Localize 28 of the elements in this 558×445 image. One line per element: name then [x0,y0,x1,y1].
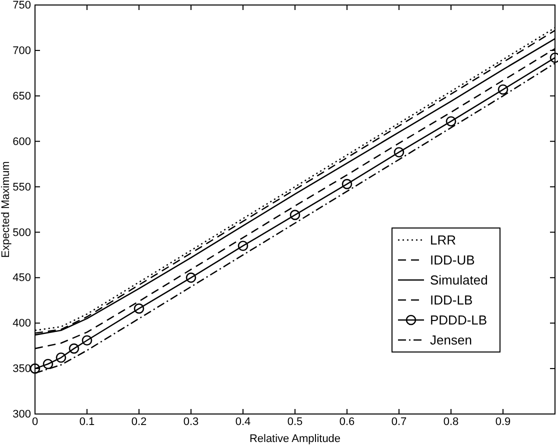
y-tick-label: 550 [12,181,31,194]
y-axis-title: Expected Maximum [0,161,12,258]
x-tick-label: 0.8 [443,416,459,428]
y-tick-label: 300 [12,408,31,421]
legend-label: IDD-UB [430,252,475,268]
y-tick-label: 600 [12,136,31,148]
x-tick-label: 0.9 [495,416,511,428]
x-axis-title: Relative Amplitude [249,433,341,445]
y-tick-label: 500 [12,226,31,239]
legend-label: PDDD-LB [430,312,488,328]
y-tick-label: 450 [12,272,31,284]
x-tick-label: 0.7 [391,416,407,428]
legend-label: Simulated [430,272,488,288]
legend-label: Jensen [430,332,472,348]
y-tick-label: 650 [12,90,31,102]
x-tick-label: 0.1 [79,416,95,428]
y-tick-label: 700 [12,44,31,57]
legend-label: LRR [430,232,456,248]
x-tick-label: 0.6 [339,416,355,428]
x-tick-label: 0.5 [287,416,303,428]
legend-label: IDD-LB [430,292,473,308]
x-tick-label: 0.3 [183,416,199,428]
y-tick-label: 400 [12,318,31,330]
x-tick-label: 0.4 [235,416,251,428]
x-tick-label: 0.2 [131,416,147,428]
y-tick-label: 750 [12,0,31,12]
y-tick-label: 350 [12,363,31,376]
x-tick-label: 0 [32,416,38,428]
